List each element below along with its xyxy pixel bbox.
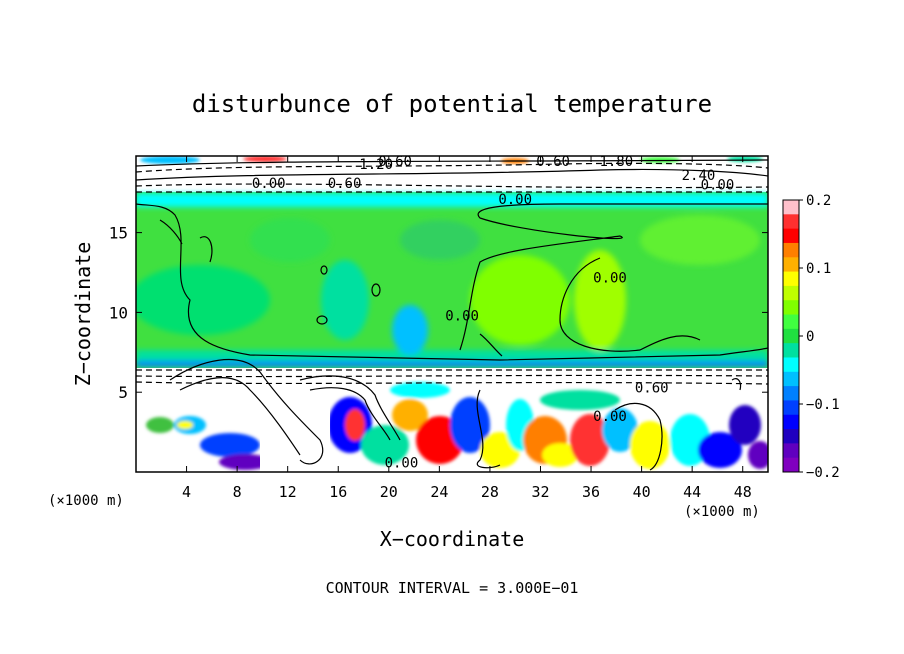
colorbar-swatch (783, 200, 799, 215)
plot-frame (135, 155, 769, 473)
contour-labels: 1.200.60 0.60 1.800.00 0.60 2.400.000.000.00… (252, 154, 735, 471)
x-axis-label: X−coordinate (380, 527, 525, 551)
colorbar-tick-label: 0.2 (806, 193, 831, 209)
colorbar-swatch (783, 429, 799, 444)
contour-label: 0.00 (252, 176, 286, 192)
x-tick-label: 8 (233, 483, 242, 501)
colorbar-tick-label: −0.2 (806, 465, 840, 481)
contour-label: 0.00 (701, 178, 735, 194)
x-tick-label: 28 (481, 483, 499, 501)
colorbar-tick-label: −0.1 (806, 397, 840, 413)
plot-area: 1.200.60 0.60 1.800.00 0.60 2.400.000.000.00… (136, 154, 768, 472)
colorbar-swatch (783, 443, 799, 459)
y-tick-label: 15 (109, 224, 128, 243)
band-shading (136, 193, 768, 367)
x-tick-label: 20 (380, 483, 398, 501)
colorbar-swatch (783, 328, 799, 344)
contour-label: 2.40 (682, 168, 716, 184)
chart-title: disturbunce of potential temperature (192, 90, 712, 118)
contour-label: 0.00 (385, 455, 419, 471)
colorbar-swatch (783, 271, 799, 287)
contour-label: 0.60 (378, 154, 412, 170)
colorbar-tick-label: 0.1 (806, 261, 831, 277)
contour-interval-note: CONTOUR INTERVAL = 3.000E−01 (326, 579, 579, 597)
x-unit-right: (×1000 m) (684, 504, 760, 520)
colorbar-swatch (783, 242, 799, 258)
colorbar-swatch (783, 257, 799, 273)
colorbar-swatch (783, 214, 799, 230)
colorbar-swatch (783, 371, 799, 387)
contour-lines (136, 159, 768, 471)
x-tick-label: 4 (182, 483, 191, 501)
colorbar-tick-label: 0 (806, 329, 814, 345)
colorbar-swatch (783, 457, 799, 473)
colorbar-swatch (783, 343, 799, 358)
contour-label: 0.00 (593, 409, 627, 425)
colorbar-swatch (783, 300, 799, 316)
y-axis: 5 10 15 (109, 224, 768, 402)
x-tick-label: 12 (279, 483, 297, 501)
y-axis-label: Z−coordinate (71, 242, 95, 387)
contour-label: 0.60 (536, 154, 570, 170)
x-tick-label: 32 (531, 483, 549, 501)
contour-label: 0.60 (328, 176, 362, 192)
y-tick-label: 5 (118, 383, 128, 402)
contour-label: 0.00 (445, 309, 479, 325)
colorbar: 0.2 0.1 0 −0.1 −0.2 (782, 193, 840, 481)
x-tick-label: 16 (329, 483, 347, 501)
x-tick-label: 40 (633, 483, 651, 501)
colorbar-swatch (783, 400, 799, 416)
contour-label: 0.60 (635, 380, 669, 396)
colorbar-swatch (783, 414, 799, 430)
colorbar-swatch (783, 285, 799, 301)
x-tick-label: 24 (430, 483, 448, 501)
contour-label: 0.00 (593, 270, 627, 286)
colorbar-swatch (783, 357, 799, 373)
x-tick-label: 44 (683, 483, 701, 501)
colorbar-swatch (783, 314, 799, 330)
contour-label: 0.00 (498, 192, 532, 208)
x-tick-label: 36 (582, 483, 600, 501)
contour-label: 1.80 (599, 154, 633, 170)
contour-label: 1.20 (359, 157, 393, 173)
y-tick-label: 10 (109, 303, 128, 322)
colorbar-swatch (783, 228, 799, 244)
x-axis: 4 8 12 16 20 24 28 32 36 40 44 48 (182, 156, 752, 501)
colorbar-swatch (783, 386, 799, 401)
x-tick-label: 48 (734, 483, 752, 501)
x-unit-left: (×1000 m) (48, 493, 124, 509)
